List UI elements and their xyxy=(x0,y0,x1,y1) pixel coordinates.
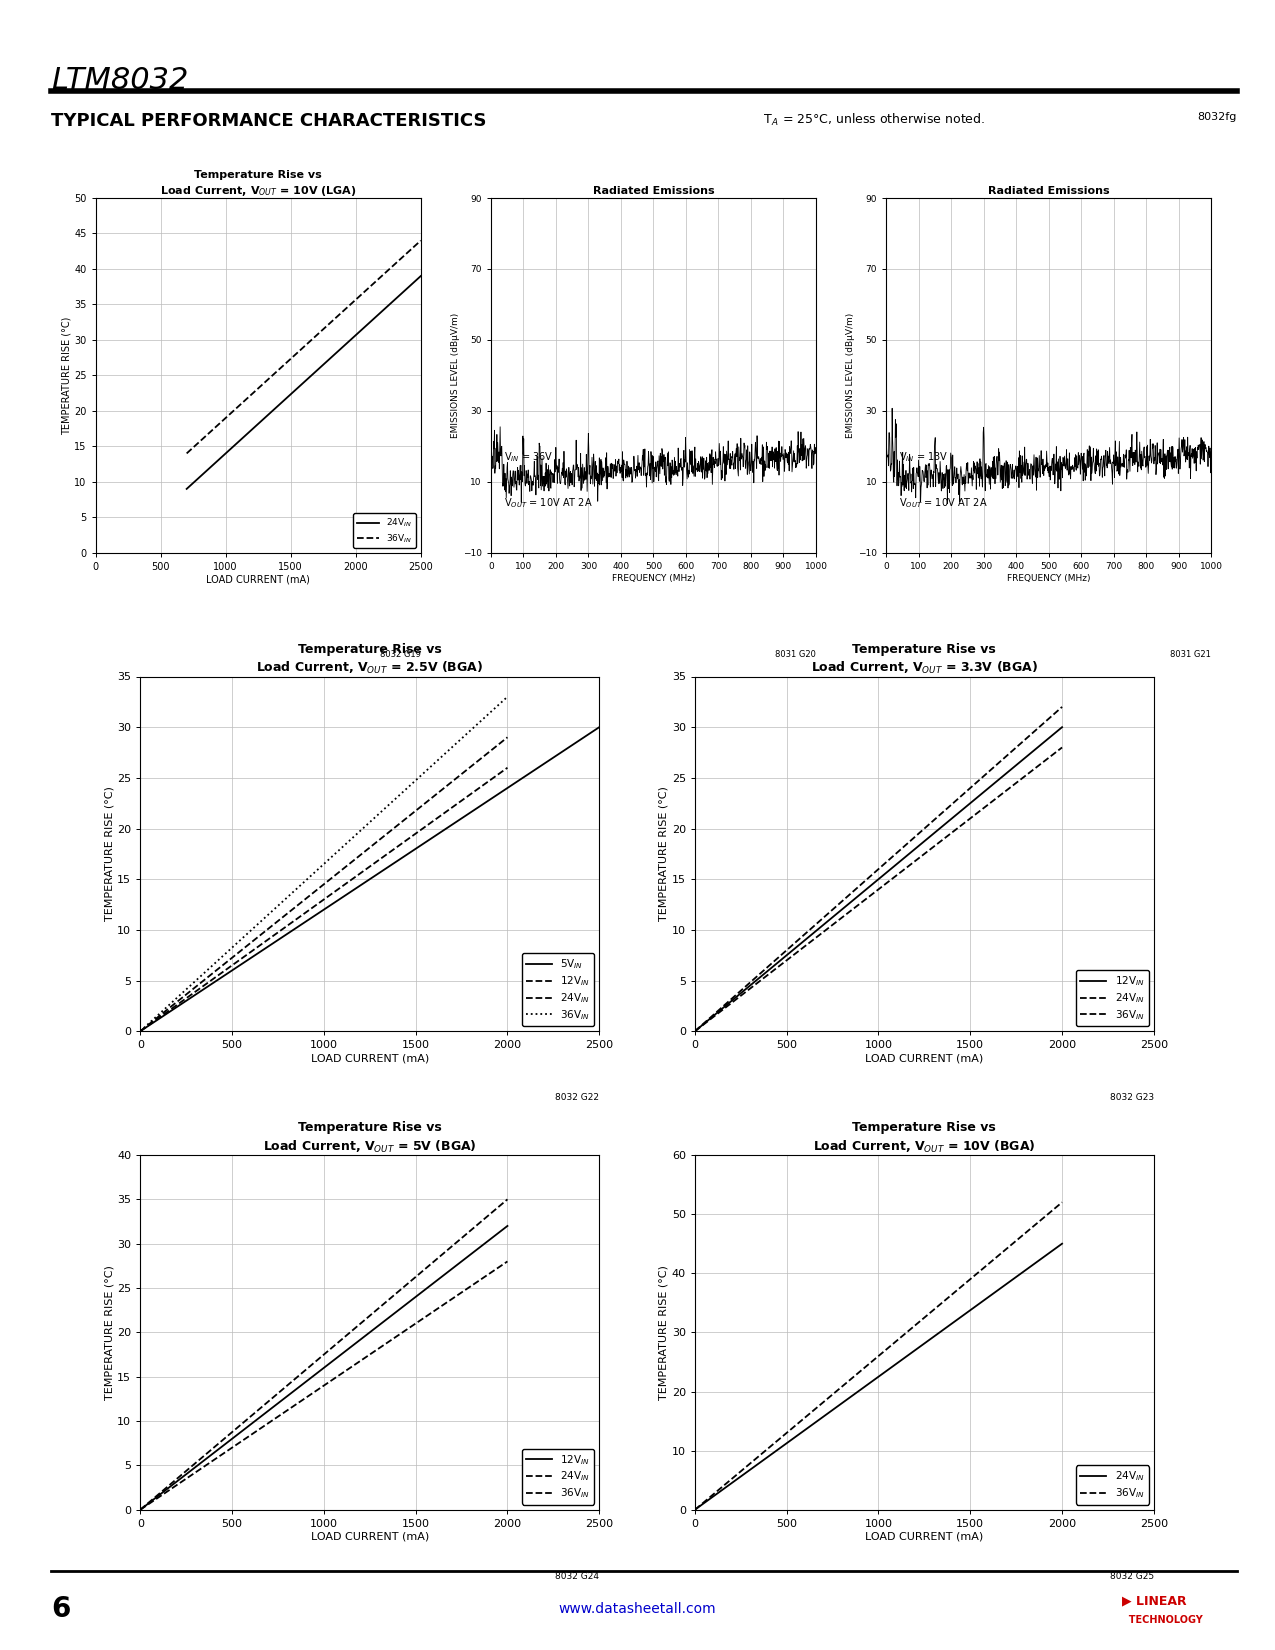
Title: Temperature Rise vs
Load Current, V$_{OUT}$ = 10V (BGA): Temperature Rise vs Load Current, V$_{OU… xyxy=(813,1120,1035,1155)
X-axis label: LOAD CURRENT (mA): LOAD CURRENT (mA) xyxy=(866,1531,983,1541)
Title: Temperature Rise vs
Load Current, V$_{OUT}$ = 5V (BGA): Temperature Rise vs Load Current, V$_{OU… xyxy=(263,1120,477,1155)
Y-axis label: TEMPERATURE RISE (°C): TEMPERATURE RISE (°C) xyxy=(61,317,71,434)
Text: 8032 G22: 8032 G22 xyxy=(555,1094,599,1102)
X-axis label: LOAD CURRENT (mA): LOAD CURRENT (mA) xyxy=(311,1531,428,1541)
X-axis label: FREQUENCY (MHz): FREQUENCY (MHz) xyxy=(1007,574,1090,582)
Text: TYPICAL PERFORMANCE CHARACTERISTICS: TYPICAL PERFORMANCE CHARACTERISTICS xyxy=(51,112,487,130)
Legend: 24V$_{IN}$, 36V$_{IN}$: 24V$_{IN}$, 36V$_{IN}$ xyxy=(1076,1465,1149,1505)
Legend: 12V$_{IN}$, 24V$_{IN}$, 36V$_{IN}$: 12V$_{IN}$, 24V$_{IN}$, 36V$_{IN}$ xyxy=(1076,970,1149,1026)
Text: V$_{IN}$ = 13V: V$_{IN}$ = 13V xyxy=(899,450,949,464)
Title: Radiated Emissions: Radiated Emissions xyxy=(988,186,1109,196)
Text: www.datasheetall.com: www.datasheetall.com xyxy=(558,1602,717,1615)
Y-axis label: EMISSIONS LEVEL (dBμV/m): EMISSIONS LEVEL (dBμV/m) xyxy=(847,314,856,437)
Y-axis label: TEMPERATURE RISE (°C): TEMPERATURE RISE (°C) xyxy=(105,1266,115,1399)
Title: Radiated Emissions: Radiated Emissions xyxy=(593,186,714,196)
Title: Temperature Rise vs
Load Current, V$_{OUT}$ = 3.3V (BGA): Temperature Rise vs Load Current, V$_{OU… xyxy=(811,642,1038,676)
Text: ▶ LINEAR: ▶ LINEAR xyxy=(1122,1594,1187,1607)
Legend: 5V$_{IN}$, 12V$_{IN}$, 24V$_{IN}$, 36V$_{IN}$: 5V$_{IN}$, 12V$_{IN}$, 24V$_{IN}$, 36V$_… xyxy=(521,954,594,1026)
Text: V$_{IN}$ = 36V: V$_{IN}$ = 36V xyxy=(504,450,553,464)
Y-axis label: TEMPERATURE RISE (°C): TEMPERATURE RISE (°C) xyxy=(659,787,669,921)
Text: TECHNOLOGY: TECHNOLOGY xyxy=(1122,1615,1202,1625)
Title: Temperature Rise vs
Load Current, V$_{OUT}$ = 2.5V (BGA): Temperature Rise vs Load Current, V$_{OU… xyxy=(256,642,483,676)
Text: 8031 G21: 8031 G21 xyxy=(1170,650,1211,658)
Text: V$_{OUT}$ = 10V AT 2A: V$_{OUT}$ = 10V AT 2A xyxy=(504,497,593,510)
Title: Temperature Rise vs
Load Current, V$_{OUT}$ = 10V (LGA): Temperature Rise vs Load Current, V$_{OU… xyxy=(159,170,357,198)
Text: 8031 G20: 8031 G20 xyxy=(775,650,816,658)
X-axis label: FREQUENCY (MHz): FREQUENCY (MHz) xyxy=(612,574,695,582)
Text: V$_{OUT}$ = 10V AT 2A: V$_{OUT}$ = 10V AT 2A xyxy=(899,497,988,510)
X-axis label: LOAD CURRENT (mA): LOAD CURRENT (mA) xyxy=(866,1053,983,1063)
Text: 8032 G25: 8032 G25 xyxy=(1109,1572,1154,1581)
Y-axis label: EMISSIONS LEVEL (dBμV/m): EMISSIONS LEVEL (dBμV/m) xyxy=(451,314,460,437)
Text: 8032 G19: 8032 G19 xyxy=(380,650,421,658)
Text: 8032 G23: 8032 G23 xyxy=(1109,1094,1154,1102)
Y-axis label: TEMPERATURE RISE (°C): TEMPERATURE RISE (°C) xyxy=(105,787,115,921)
Text: 6: 6 xyxy=(51,1596,70,1622)
Y-axis label: TEMPERATURE RISE (°C): TEMPERATURE RISE (°C) xyxy=(659,1266,669,1399)
Text: LTM8032: LTM8032 xyxy=(51,66,189,96)
X-axis label: LOAD CURRENT (mA): LOAD CURRENT (mA) xyxy=(311,1053,428,1063)
Text: 8032 G24: 8032 G24 xyxy=(555,1572,599,1581)
Legend: 24V$_{IN}$, 36V$_{IN}$: 24V$_{IN}$, 36V$_{IN}$ xyxy=(353,513,416,548)
Legend: 12V$_{IN}$, 24V$_{IN}$, 36V$_{IN}$: 12V$_{IN}$, 24V$_{IN}$, 36V$_{IN}$ xyxy=(521,1449,594,1505)
X-axis label: LOAD CURRENT (mA): LOAD CURRENT (mA) xyxy=(207,574,310,584)
Text: 8032fg: 8032fg xyxy=(1197,112,1237,122)
Text: T$_A$ = 25°C, unless otherwise noted.: T$_A$ = 25°C, unless otherwise noted. xyxy=(760,112,986,129)
